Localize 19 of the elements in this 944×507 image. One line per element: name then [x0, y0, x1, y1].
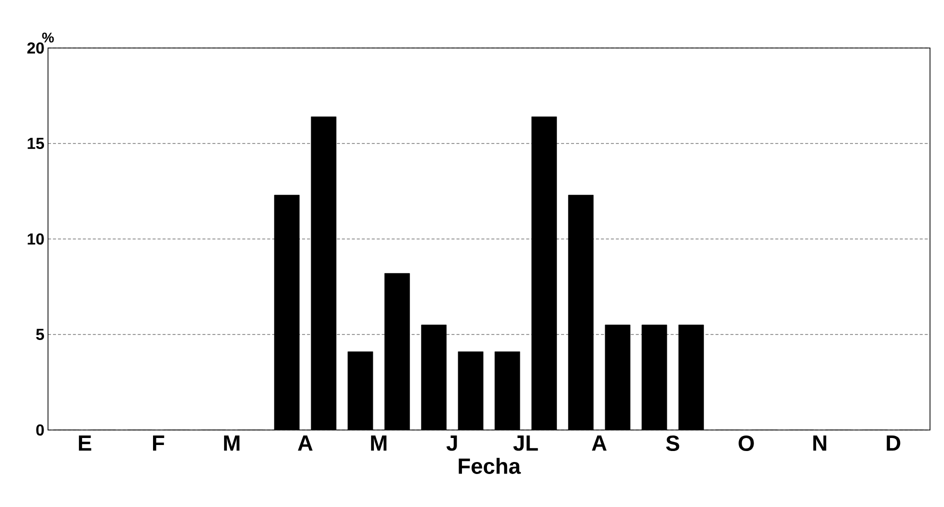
- x-axis-title: Fecha: [458, 458, 521, 474]
- y-tick-label: 15: [28, 138, 44, 150]
- x-tick-label: F: [153, 436, 164, 451]
- x-tick-label: N: [813, 436, 826, 451]
- y-tick-label: 20: [27, 42, 44, 54]
- x-tick-label: O: [738, 435, 754, 452]
- x-tick-label: M: [224, 436, 240, 451]
- x-tick-label: A: [298, 436, 313, 451]
- y-tick-label: 10: [28, 233, 44, 245]
- x-tick-label: S: [666, 435, 680, 452]
- x-tick-label: M: [371, 436, 386, 451]
- x-tick-label: J: [446, 436, 457, 451]
- x-tick-label: D: [886, 436, 900, 451]
- x-tick-label: A: [592, 436, 607, 451]
- y-tick-label: 5: [36, 328, 44, 340]
- y-tick-label: 0: [36, 424, 44, 436]
- y-axis-title: %: [42, 32, 54, 42]
- x-tick-label: E: [78, 436, 92, 451]
- x-tick-label: JL: [513, 436, 538, 451]
